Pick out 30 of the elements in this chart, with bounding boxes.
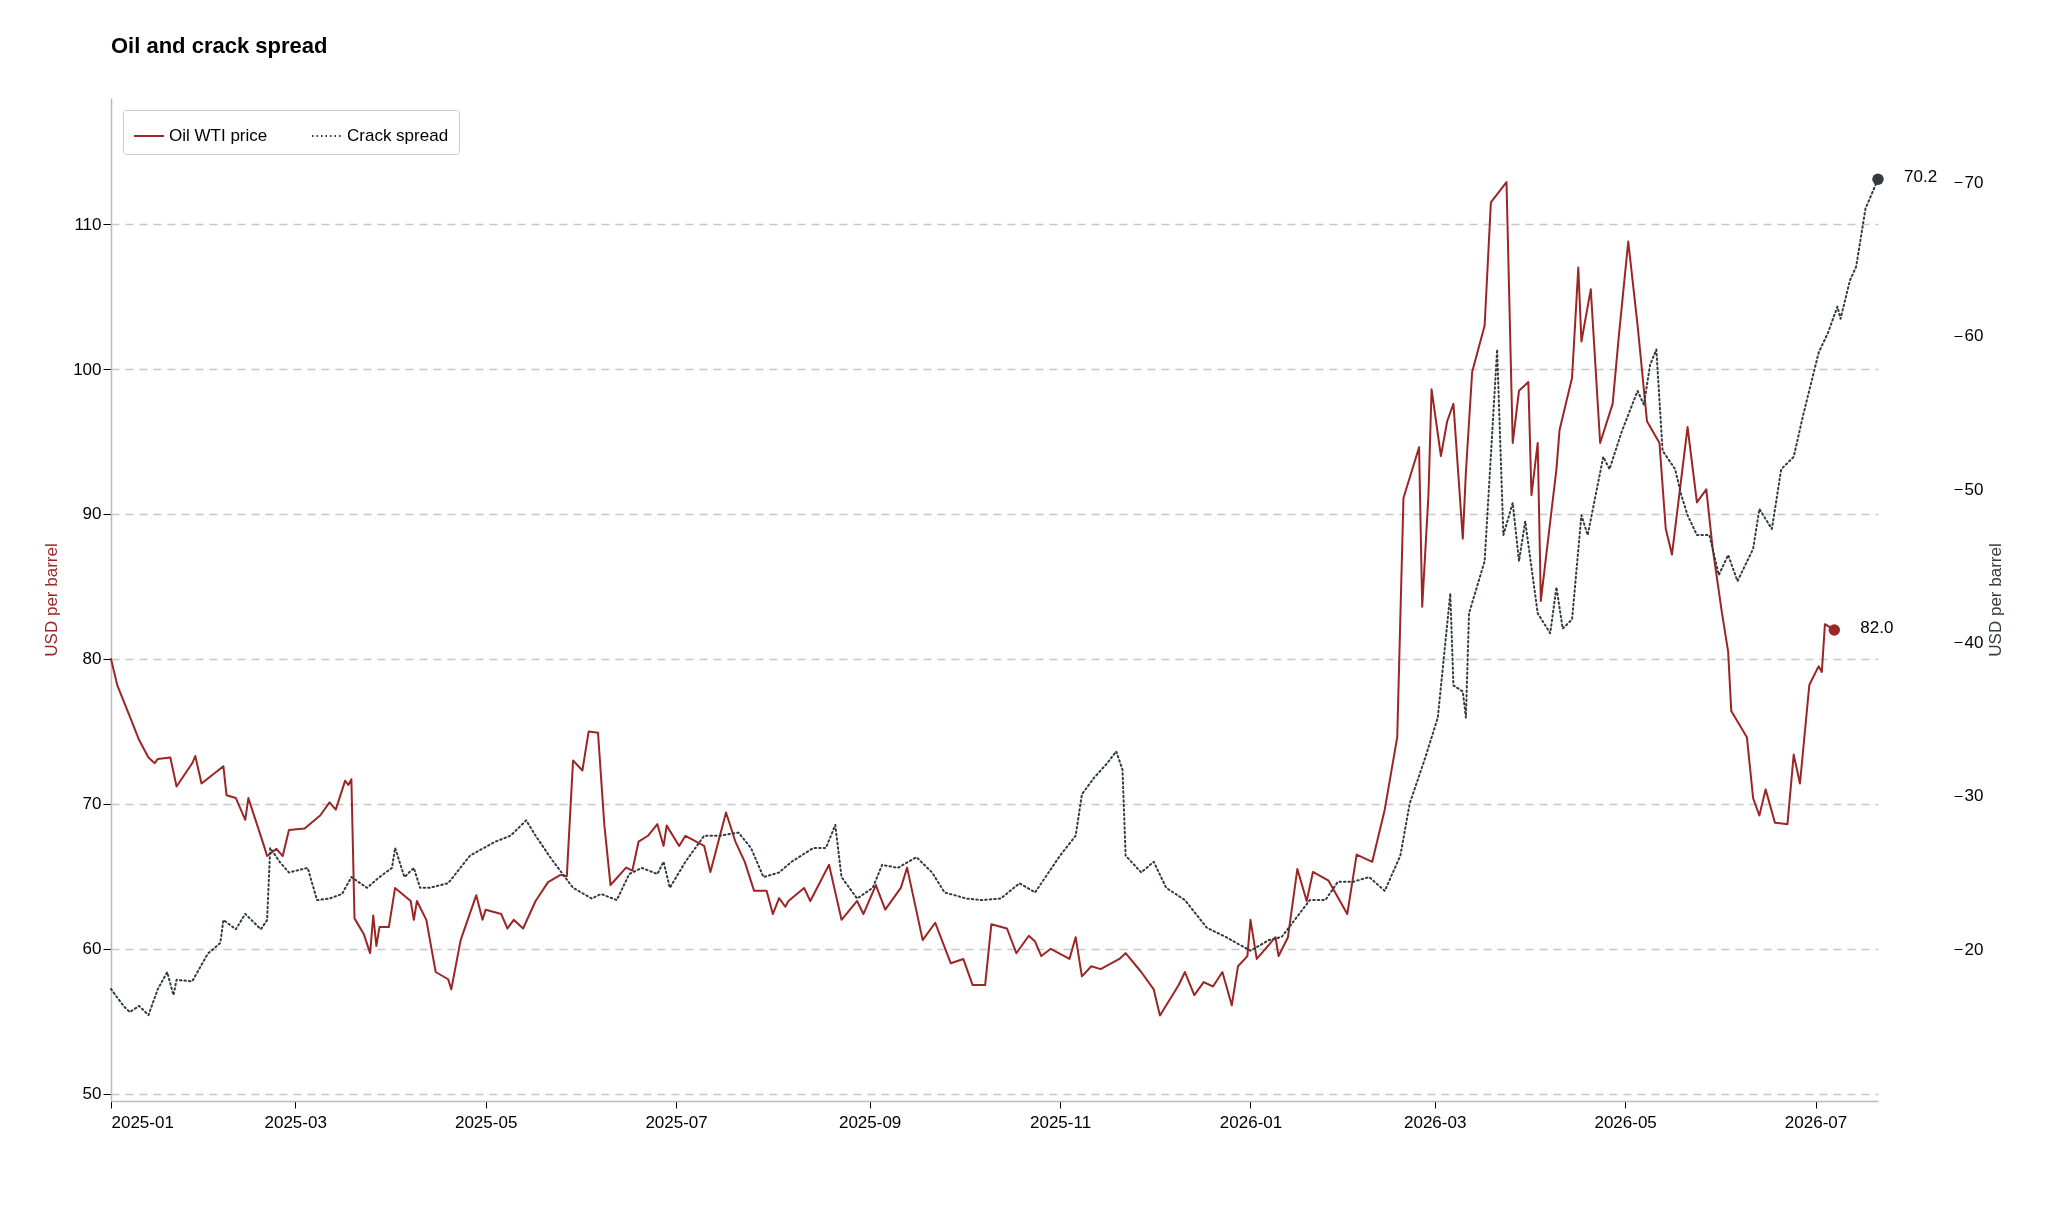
x-tick-label: 2026-01 (1219, 1112, 1283, 1132)
data-label: 82.0 (1860, 617, 1894, 637)
y2-tick-label: 70 (1964, 172, 1984, 192)
x-tick-label: 2026-03 (1403, 1112, 1467, 1132)
x-tick-label: 2026-07 (1784, 1112, 1848, 1132)
x-tick-label: 2025-09 (838, 1112, 902, 1132)
y2-tick-label: 30 (1964, 786, 1984, 806)
legend-label: Crack spread (347, 126, 449, 145)
y2-axis-title: USD per barrel (1986, 543, 2006, 657)
y2-tick-label: 60 (1964, 326, 1984, 346)
y-axis-title: USD per barrel (42, 543, 62, 657)
x-tick-label: 2025-03 (264, 1112, 327, 1132)
chart-title: Oil and crack spread (111, 33, 328, 58)
y2-tick-label: 20 (1964, 939, 1984, 959)
y-tick-label: 100 (73, 359, 102, 379)
x-tick-label: 2025-07 (645, 1112, 708, 1132)
y-tick-label: 90 (82, 504, 102, 524)
x-tick-label: 2026-05 (1594, 1112, 1657, 1132)
x-tick-label: 2025-05 (454, 1112, 518, 1132)
y-tick-label: 70 (82, 794, 102, 814)
x-tick-label: 2025-01 (111, 1112, 174, 1132)
y2-tick-label: 40 (1964, 632, 1984, 652)
y-tick-label: 50 (82, 1084, 102, 1104)
y2-tick-label: 50 (1964, 479, 1984, 499)
data-label: 70.2 (1904, 167, 1938, 187)
y-tick-label: 80 (82, 649, 102, 669)
y-tick-label: 60 (82, 939, 102, 959)
x-tick-label: 2025-11 (1029, 1112, 1092, 1132)
y-tick-label: 110 (74, 214, 102, 234)
legend-label: Oil WTI price (169, 126, 268, 145)
